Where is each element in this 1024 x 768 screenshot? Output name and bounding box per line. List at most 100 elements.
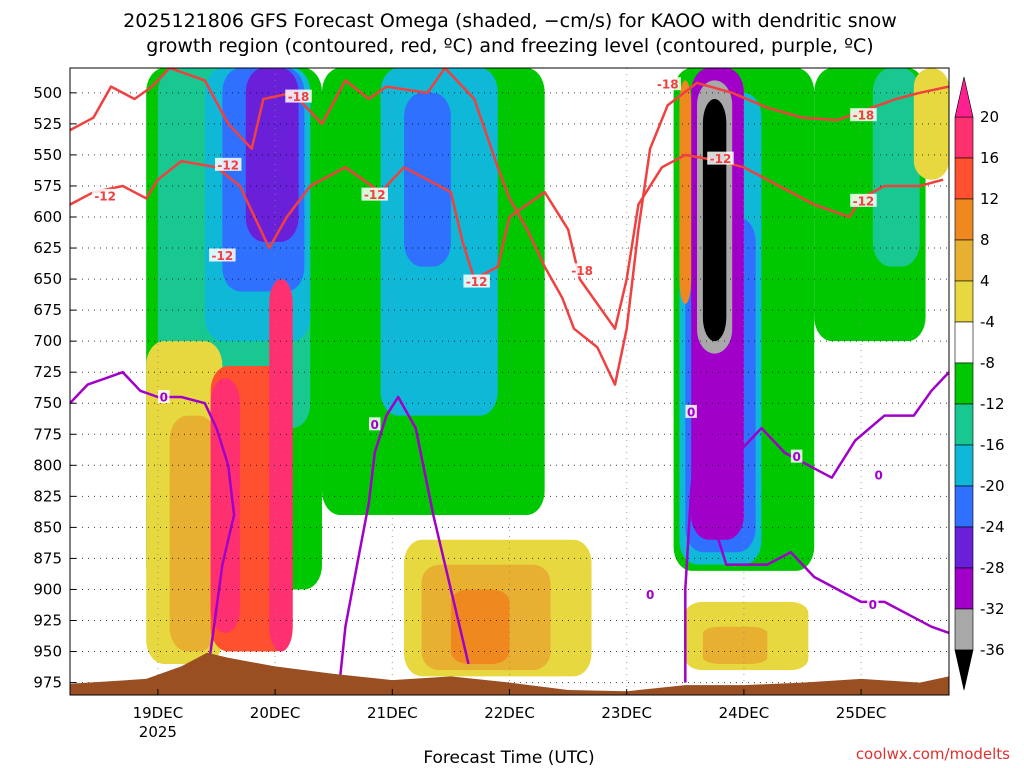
contour-label-bg [209, 248, 236, 262]
y-tick-label: 850 [33, 518, 62, 536]
colorbar-label: -32 [980, 600, 1005, 618]
omega-tan-band-24dec [702, 626, 768, 664]
contour-label-5: -12 [463, 274, 490, 289]
contour-label-bg [568, 263, 596, 277]
colorbar-swatch-8 [954, 444, 974, 487]
omega-pink-band-20dec [210, 378, 240, 633]
chart-title-line2: growth region (contoured, red, ºC) and f… [146, 35, 873, 57]
x-tick-label: 20DEC [250, 704, 301, 722]
x-axis-label: Forecast Time (UTC) [423, 748, 594, 768]
x-tick-label: 25DEC [836, 704, 887, 722]
colorbar-top-arrow [954, 76, 974, 118]
contour-label-bg [644, 587, 656, 601]
colorbar-swatch-12 [954, 608, 974, 651]
colorbar-label: 4 [980, 272, 990, 290]
contour-label-16: 0 [644, 587, 656, 602]
colorbar-swatch-10 [954, 526, 974, 569]
y-tick-label: 800 [33, 456, 62, 474]
omega-tan-band-19dec [169, 415, 217, 652]
x-tick-label: 23DEC [601, 704, 652, 722]
y-tick-label: 950 [33, 643, 62, 661]
contour-label-bg [850, 108, 877, 122]
colorbar-label: -16 [980, 436, 1005, 454]
contour-label-text: 0 [687, 405, 695, 419]
colorbar-label: -28 [980, 559, 1005, 577]
contour-label-bg [707, 151, 734, 165]
x-tick-label: 21DEC [367, 704, 418, 722]
y-tick-label: 500 [33, 84, 62, 102]
contour-label-text: -12 [212, 249, 234, 263]
y-tick-label: 575 [33, 177, 62, 195]
contour-label-9: -18 [850, 108, 877, 123]
terrain-fill [70, 652, 949, 695]
colorbar-swatch-0 [954, 116, 974, 159]
colorbar-label: 16 [980, 149, 999, 167]
contour-label-12: 0 [368, 417, 381, 432]
contour-freezing-level-0c-c [684, 371, 949, 683]
colorbar-label: -36 [980, 641, 1005, 659]
y-tick-label: 875 [33, 549, 62, 567]
colorbar-swatch-7 [954, 403, 974, 446]
omega-orange-band-22dec [450, 589, 510, 664]
colorbar-label: 20 [980, 108, 999, 126]
contour-label-text: 0 [875, 469, 883, 483]
y-tick-label: 525 [33, 115, 62, 133]
y-tick-label: 600 [33, 208, 62, 226]
colorbar-label: -8 [980, 354, 995, 372]
contour-label-text: -12 [466, 275, 488, 289]
colorbar-swatch-11 [954, 567, 974, 610]
contour-label-text: -12 [217, 158, 239, 172]
omega-shading [146, 68, 949, 677]
colorbar-label: -20 [980, 477, 1005, 495]
colorbar-swatch-2 [954, 198, 974, 241]
contour-label-13: 0 [685, 404, 697, 419]
contour-dgz-minus18 [70, 68, 949, 386]
contour-label-7: -18 [654, 77, 681, 92]
y-tick-label: 550 [33, 146, 62, 164]
colorbar-bottom-arrow [954, 649, 974, 691]
colorbar-swatch-6 [954, 362, 974, 405]
omega-teal-band-25dec [872, 68, 920, 267]
contour-label-17: 0 [867, 597, 879, 612]
colorbar-label: 12 [980, 190, 999, 208]
x-tick-label: 19DEC [133, 704, 184, 722]
colorbar-swatch-5 [954, 321, 974, 364]
y-tick-label: 725 [33, 363, 62, 381]
y-tick-label: 975 [33, 674, 62, 692]
contour-label-text: 0 [160, 391, 168, 405]
contour-label-bg [872, 468, 885, 482]
omega-indigo-band-20dec [245, 68, 299, 242]
omega-orange-band-23dec [679, 80, 692, 304]
contour-label-bg [214, 157, 242, 171]
contour-label-text: -18 [288, 90, 310, 104]
contour-label-10: -12 [850, 193, 877, 208]
x-tick-sublabel: 2025 [139, 723, 177, 741]
contour-label-bg [790, 449, 803, 463]
contour-label-8: -12 [707, 151, 734, 166]
contour-label-text: -12 [364, 188, 386, 202]
contour-label-text: -18 [853, 109, 875, 123]
contour-label-bg [850, 193, 877, 207]
contour-label-bg [158, 390, 170, 404]
colorbar-label: -12 [980, 395, 1005, 413]
chart-title-line1: 2025121806 GFS Forecast Omega (shaded, −… [123, 10, 897, 32]
terrain [70, 652, 949, 695]
colorbar-swatch-3 [954, 239, 974, 282]
y-tick-label: 700 [33, 332, 62, 350]
contour-freezing-level-0c-d [713, 527, 949, 635]
x-tick-label: 24DEC [719, 704, 770, 722]
contour-label-14: 0 [790, 449, 803, 464]
omega-strong-upward-core [702, 99, 727, 342]
x-tick-label: 22DEC [484, 704, 535, 722]
credit-link[interactable]: coolwx.com/modelts [856, 745, 1010, 763]
y-axis: 500 525 550 575 600 625 650 675 700 725 750 775 800 8… [33, 84, 76, 692]
contour-label-bg [463, 274, 490, 288]
contour-label-bg [285, 89, 312, 103]
contour-label-bg [91, 188, 119, 202]
contour-label-11: 0 [158, 390, 170, 405]
contour-label-bg [368, 417, 381, 431]
contour-freezing-level-0c [70, 370, 236, 683]
colorbar-label: -4 [980, 313, 995, 331]
